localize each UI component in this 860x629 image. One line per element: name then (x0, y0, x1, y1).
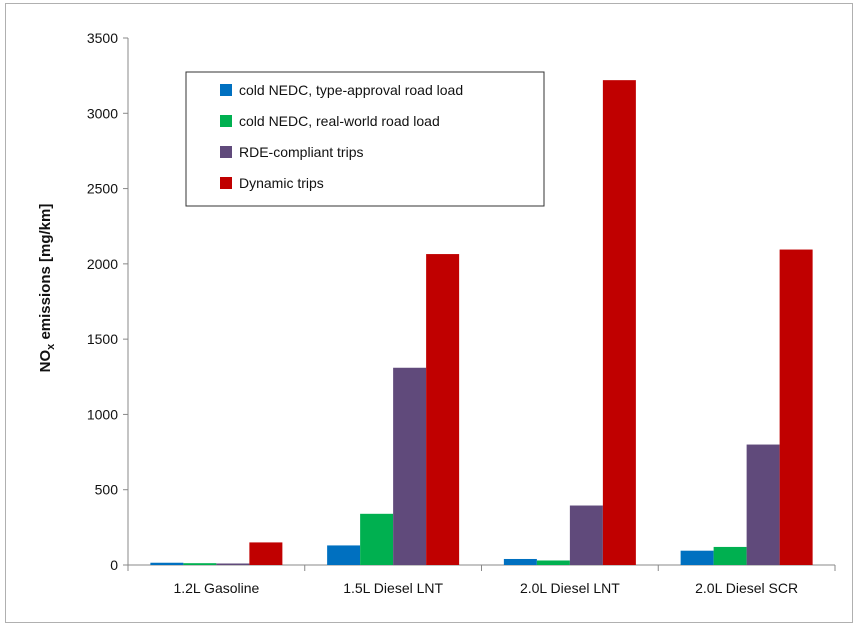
x-tick-label: 1.2L Gasoline (173, 580, 259, 596)
legend-swatch (220, 177, 232, 189)
y-axis-label-subscript: x (45, 343, 57, 350)
legend-entry: Dynamic trips (239, 175, 324, 191)
bars-group (150, 80, 813, 565)
x-axis-ticks: 1.2L Gasoline 1.5L Diesel LNT 2.0L Diesel … (127, 565, 836, 596)
bar (569, 505, 603, 565)
legend-entry: cold NEDC, real-world road load (239, 113, 440, 129)
bar (216, 563, 250, 565)
legend-swatch (220, 115, 232, 127)
x-tick-label: 1.5L Diesel LNT (343, 580, 443, 596)
legend-box (185, 71, 545, 207)
legend: cold NEDC, type-approval road load cold N… (185, 71, 545, 207)
y-tick-label: 3500 (87, 30, 118, 46)
legend-swatch (220, 146, 232, 158)
bar (327, 545, 361, 565)
y-tick-label: 500 (95, 482, 119, 498)
y-tick-label: 2000 (87, 256, 118, 272)
bar (713, 546, 747, 565)
y-axis-ticks: 0 500 1000 1500 2000 2500 3000 3500 (87, 30, 128, 573)
bar (249, 542, 283, 565)
y-tick-label: 0 (110, 557, 118, 573)
y-tick-label: 1500 (87, 331, 118, 347)
legend-swatch (220, 84, 232, 96)
bar (503, 558, 537, 565)
y-tick-label: 3000 (87, 105, 118, 121)
legend-entry: cold NEDC, type-approval road load (239, 82, 463, 98)
y-tick-label: 1000 (87, 406, 118, 422)
x-tick-label: 2.0L Diesel SCR (695, 580, 798, 596)
bar (536, 560, 570, 565)
bar (680, 550, 714, 565)
bar (393, 367, 427, 565)
bar (426, 254, 460, 565)
bar (150, 562, 184, 565)
bar (602, 80, 636, 565)
bar (360, 513, 394, 565)
bar (183, 563, 217, 565)
y-axis-label: NOx emissions [mg/km] (37, 204, 57, 373)
x-tick-label: 2.0L Diesel LNT (520, 580, 620, 596)
legend-entry: RDE-compliant trips (239, 144, 363, 160)
y-tick-label: 2500 (87, 181, 118, 197)
bar (746, 444, 780, 565)
y-axis-label-rest: emissions [mg/km] (37, 204, 54, 344)
y-axis-label-main: NO (37, 350, 54, 373)
bar (779, 249, 813, 565)
